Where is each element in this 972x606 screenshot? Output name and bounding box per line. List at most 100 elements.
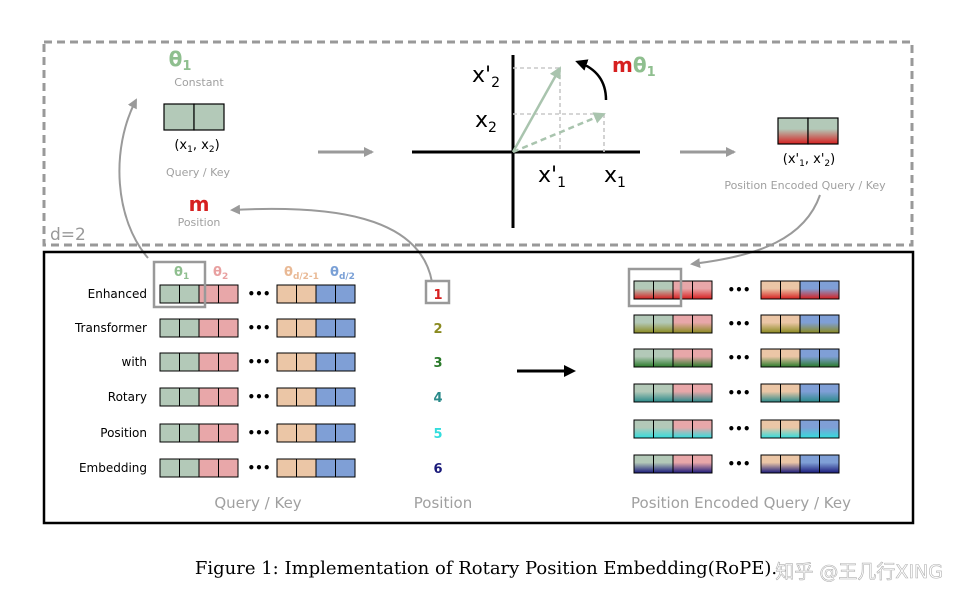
token-row: Enhanced ••• 1 ••• <box>88 280 840 304</box>
d-label: d=2 <box>50 225 86 245</box>
bottom-pe-label: Position Encoded Query / Key <box>631 494 851 512</box>
query-key-cell <box>335 387 356 407</box>
qk-pair-cell-1 <box>163 103 195 131</box>
encoded-cell <box>819 348 840 368</box>
rotation-label: mθ1 <box>612 53 656 80</box>
ellipsis: ••• <box>247 287 270 301</box>
bottom-position-label: Position <box>414 494 472 512</box>
query-key-cell <box>315 352 336 372</box>
token-word: Enhanced <box>88 287 147 301</box>
token-row: Embedding ••• 6 ••• <box>79 454 840 478</box>
constant-label: Constant <box>174 76 224 89</box>
encoded-cell <box>760 280 781 300</box>
query-key-cell <box>296 458 317 478</box>
encoded-cell <box>819 314 840 334</box>
query-key-cell <box>276 458 297 478</box>
curve-position-to-m <box>230 204 433 283</box>
token-row: with ••• 3 ••• <box>122 348 840 372</box>
top-pe-label: Position Encoded Query / Key <box>724 179 886 192</box>
curve-pe-to-bottom <box>690 194 821 269</box>
encoded-cell <box>672 383 693 403</box>
token-row: Transformer ••• 2 ••• <box>74 314 840 338</box>
query-key-cell <box>218 387 239 407</box>
top-dashed-panel <box>42 40 914 247</box>
encoded-cell <box>692 280 713 300</box>
encoded-cell <box>780 314 801 334</box>
query-key-cell <box>335 423 356 443</box>
pe-pair-cell-1 <box>777 117 809 145</box>
query-key-cell <box>276 284 297 304</box>
ellipsis: ••• <box>247 355 270 369</box>
encoded-cell <box>780 383 801 403</box>
ellipsis: ••• <box>247 426 270 440</box>
encoded-cell <box>760 348 781 368</box>
axis-label-x1: x1 <box>604 163 626 191</box>
encoded-cell <box>760 419 781 439</box>
ellipsis: ••• <box>727 283 750 297</box>
m-symbol: m <box>189 192 210 216</box>
encoded-cell <box>692 454 713 474</box>
query-key-cell <box>179 352 200 372</box>
encoded-cell <box>799 280 820 300</box>
encoded-cell <box>819 280 840 300</box>
query-key-cell <box>159 458 180 478</box>
encoded-cell <box>819 454 840 474</box>
rotation-arc <box>575 59 608 101</box>
encoded-cell <box>799 383 820 403</box>
query-key-cell <box>296 423 317 443</box>
highlight-pe-box <box>627 267 683 308</box>
position-number: 2 <box>433 322 442 337</box>
query-key-cell <box>218 423 239 443</box>
query-key-cell <box>315 423 336 443</box>
encoded-cell <box>799 348 820 368</box>
query-key-cell <box>335 284 356 304</box>
encoded-cell <box>799 419 820 439</box>
query-key-cell <box>198 458 219 478</box>
qk-pair-cell-2 <box>193 103 225 131</box>
encoded-cell <box>780 419 801 439</box>
encoded-cell <box>653 280 674 300</box>
query-key-cell <box>159 387 180 407</box>
query-key-cell <box>296 318 317 338</box>
query-key-cell <box>198 352 219 372</box>
watermark: 知乎 @王几行XING <box>775 561 943 583</box>
encoded-cell <box>672 419 693 439</box>
query-key-cell <box>296 387 317 407</box>
position-number: 3 <box>433 356 442 371</box>
xp-pair-label: (x'1, x'2) <box>783 152 835 169</box>
ellipsis: ••• <box>727 422 750 436</box>
encoded-cell <box>633 314 654 334</box>
token-word: Transformer <box>74 321 147 335</box>
encoded-cell <box>692 383 713 403</box>
token-row: Rotary ••• 4 ••• <box>108 383 840 407</box>
query-key-cell <box>276 318 297 338</box>
query-key-cell <box>335 318 356 338</box>
encoded-cell <box>633 280 654 300</box>
query-key-cell <box>159 423 180 443</box>
token-word: Rotary <box>108 390 147 404</box>
token-rows: Enhanced ••• 1 ••• Transformer ••• 2 ••• with •••… <box>74 280 840 478</box>
query-key-cell <box>198 284 219 304</box>
x-pair-label: (x1, x2) <box>174 138 219 155</box>
encoded-cell <box>760 383 781 403</box>
query-key-cell <box>159 318 180 338</box>
ellipsis: ••• <box>247 461 270 475</box>
pe-pair-cell-2 <box>807 117 839 145</box>
ellipsis: ••• <box>727 351 750 365</box>
figure-caption: Figure 1: Implementation of Rotary Posit… <box>195 558 777 579</box>
pe-pair <box>777 117 839 145</box>
encoded-cell <box>653 454 674 474</box>
encoded-cell <box>653 419 674 439</box>
query-key-cell <box>276 387 297 407</box>
encoded-cell <box>633 419 654 439</box>
encoded-cell <box>819 419 840 439</box>
ellipsis: ••• <box>247 321 270 335</box>
bottom-query-key-label: Query / Key <box>214 494 301 512</box>
highlight-position-1-box <box>424 279 451 305</box>
encoded-cell <box>672 280 693 300</box>
query-key-cell <box>179 458 200 478</box>
query-key-cell <box>335 458 356 478</box>
query-key-cell <box>335 352 356 372</box>
encoded-cell <box>692 348 713 368</box>
query-key-cell <box>218 458 239 478</box>
